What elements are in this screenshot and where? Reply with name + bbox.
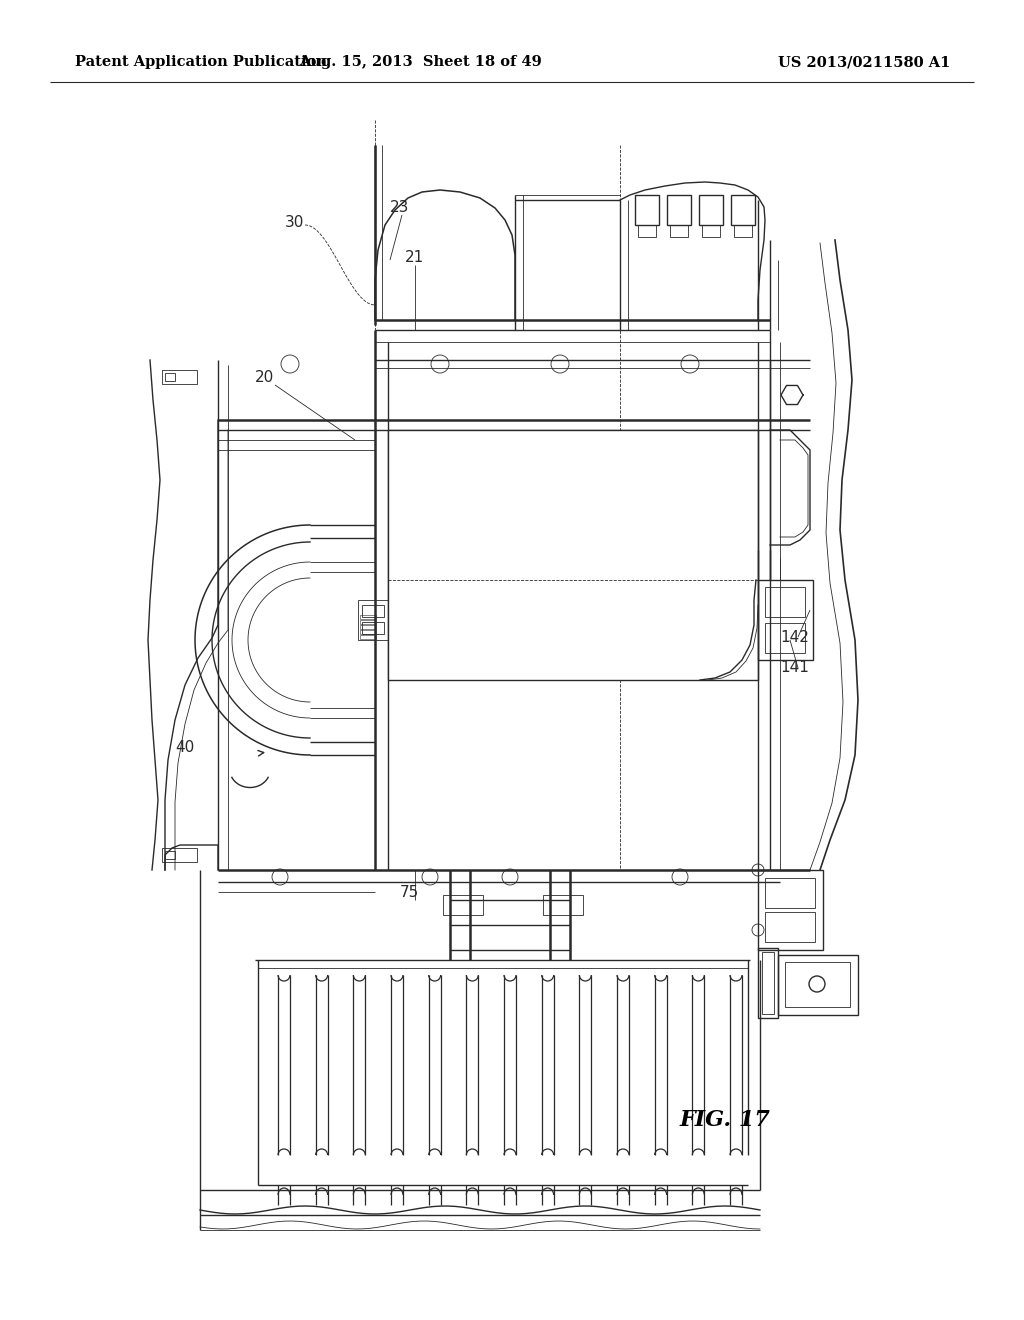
- Bar: [360, 630, 376, 634]
- Bar: [635, 195, 659, 224]
- Bar: [758, 579, 813, 660]
- Bar: [667, 195, 691, 224]
- Text: 142: 142: [780, 630, 809, 645]
- Bar: [765, 878, 815, 908]
- Bar: [762, 952, 774, 1014]
- Bar: [778, 954, 858, 1015]
- Bar: [388, 430, 758, 680]
- Text: 23: 23: [390, 201, 410, 215]
- Bar: [758, 870, 823, 950]
- Bar: [638, 224, 656, 238]
- Text: 40: 40: [175, 741, 195, 755]
- Bar: [360, 624, 376, 630]
- Bar: [785, 962, 850, 1007]
- Bar: [731, 195, 755, 224]
- Bar: [734, 224, 752, 238]
- Text: Patent Application Publication: Patent Application Publication: [75, 55, 327, 69]
- Text: Aug. 15, 2013  Sheet 18 of 49: Aug. 15, 2013 Sheet 18 of 49: [299, 55, 542, 69]
- Text: 21: 21: [406, 249, 424, 265]
- Bar: [165, 374, 175, 381]
- Text: 141: 141: [780, 660, 809, 675]
- Bar: [702, 224, 720, 238]
- Bar: [670, 224, 688, 238]
- Text: US 2013/0211580 A1: US 2013/0211580 A1: [777, 55, 950, 69]
- Bar: [162, 847, 197, 862]
- Bar: [362, 605, 384, 616]
- Bar: [362, 622, 384, 634]
- Bar: [358, 601, 388, 640]
- Bar: [162, 370, 197, 384]
- Bar: [165, 851, 175, 859]
- Bar: [360, 620, 376, 624]
- Bar: [360, 615, 376, 619]
- Bar: [699, 195, 723, 224]
- Bar: [765, 912, 815, 942]
- Text: 30: 30: [285, 215, 304, 230]
- Bar: [443, 895, 483, 915]
- Bar: [765, 587, 805, 616]
- Text: 75: 75: [400, 884, 419, 900]
- Text: 20: 20: [255, 370, 274, 385]
- Bar: [765, 623, 805, 653]
- Bar: [360, 635, 376, 639]
- Bar: [543, 895, 583, 915]
- Text: FIG. 17: FIG. 17: [680, 1109, 771, 1131]
- Bar: [758, 948, 778, 1018]
